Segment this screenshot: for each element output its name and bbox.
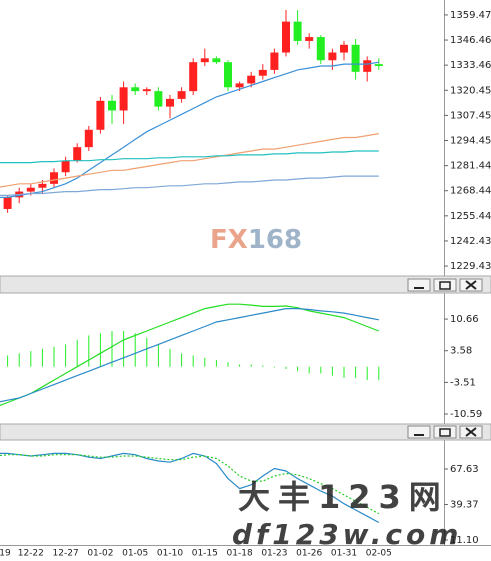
- candle-body: [38, 183, 47, 188]
- indicator-line: [0, 308, 379, 403]
- x-tick-label: 12-27: [53, 549, 79, 559]
- candle-body: [166, 98, 174, 107]
- candle-body: [328, 52, 337, 61]
- candle-body: [363, 60, 372, 72]
- candle-body: [224, 62, 232, 88]
- candle-body: [235, 83, 244, 88]
- indicator-line: [0, 133, 379, 188]
- y-tick-label: 1281.44: [450, 161, 491, 172]
- candle-body: [212, 58, 221, 63]
- x-tick-label: 01-23: [261, 549, 287, 559]
- candle-body: [200, 58, 209, 63]
- panel-bar-bg: [0, 275, 491, 294]
- indicator-line: [0, 175, 379, 196]
- candle-body: [189, 62, 198, 92]
- close-icon: [465, 427, 477, 437]
- minimize-button[interactable]: [407, 425, 431, 439]
- candle-body: [351, 44, 360, 72]
- candle-body: [108, 100, 116, 111]
- watermark: FX168: [210, 225, 302, 255]
- y-tick-label: 1346.46: [450, 35, 491, 46]
- watermark: df123w.com: [232, 518, 462, 551]
- indicator-line: [0, 150, 379, 164]
- y-tick-label: -3.51: [450, 377, 476, 388]
- y-tick-label: 39.37: [450, 499, 479, 510]
- close-icon: [465, 280, 477, 290]
- y-tick-label: 10.66: [450, 314, 479, 325]
- y-tick-label: 1242.43: [450, 236, 491, 247]
- candle-body: [73, 147, 82, 161]
- restore-icon: [439, 428, 451, 437]
- y-tick-label: 1333.46: [450, 60, 491, 71]
- y-tick-label: 1268.44: [450, 186, 491, 197]
- y-tick-label: 11.10: [450, 535, 479, 546]
- candle-body: [50, 172, 58, 184]
- x-tick-label: 02-05: [366, 549, 392, 559]
- candle-body: [374, 64, 383, 67]
- indicator-line: [0, 303, 380, 407]
- y-tick-label: 1307.45: [450, 110, 491, 121]
- indicator-line: [0, 454, 380, 515]
- candle-body: [305, 37, 314, 41]
- y-tick-label: -10.59: [450, 409, 482, 420]
- candle-body: [177, 91, 186, 99]
- candle-body: [119, 87, 128, 111]
- candle-body: [340, 44, 348, 53]
- candle-body: [3, 197, 12, 209]
- x-tick-label: 01-31: [331, 549, 357, 559]
- x-tick-label: 19: [0, 549, 11, 559]
- y-tick-label: 1229.43: [450, 261, 491, 272]
- candle-body: [293, 21, 302, 41]
- candle-body: [96, 100, 105, 130]
- candle-body: [316, 37, 325, 61]
- restore-icon: [439, 281, 451, 290]
- candle-body: [142, 89, 151, 92]
- candle-body: [61, 160, 70, 173]
- candle-body: [131, 87, 140, 92]
- watermark: 大丰123网: [238, 478, 449, 516]
- x-tick-label: 01-26: [296, 549, 322, 559]
- indicator-line: [0, 61, 379, 198]
- y-tick-label: 1255.44: [450, 211, 491, 222]
- y-tick-label: 3.58: [450, 346, 472, 357]
- x-tick-label: 01-02: [87, 549, 113, 559]
- y-tick-label: 1359.47: [450, 10, 491, 21]
- panel-bar: [0, 275, 491, 294]
- y-tick-label: 67.63: [450, 464, 479, 475]
- candle-body: [282, 21, 290, 53]
- y-tick-label: 1294.45: [450, 135, 491, 146]
- candle-body: [270, 52, 279, 70]
- watermark-part: FX: [210, 225, 248, 255]
- watermark-part: 168: [248, 225, 302, 255]
- candle-body: [154, 91, 163, 107]
- x-tick-label: 01-05: [122, 549, 148, 559]
- candle-body: [247, 75, 256, 84]
- panel-bar: [0, 423, 491, 441]
- x-tick-label: 01-18: [227, 549, 253, 559]
- x-tick-label: 01-15: [192, 549, 218, 559]
- y-tick-label: 1320.45: [450, 85, 491, 96]
- x-tick-label: 01-10: [157, 549, 183, 559]
- minimize-button[interactable]: [407, 278, 431, 292]
- x-tick-label: 12-22: [18, 549, 44, 559]
- candle-body: [84, 129, 93, 148]
- candle-body: [26, 187, 35, 192]
- panel-bar-bg: [0, 423, 491, 441]
- indicator-line: [0, 452, 380, 524]
- candle-body: [258, 69, 267, 76]
